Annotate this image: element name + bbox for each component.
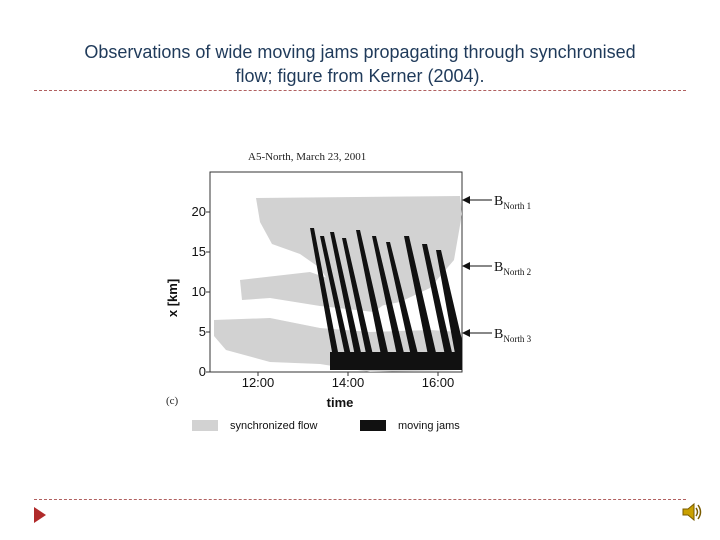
jam-streak [386,242,422,370]
jam-streak [436,250,462,370]
x-tick-label: 12:00 [242,375,275,390]
slide-title-line-2: flow; figure from Kerner (2004). [235,66,485,86]
jam-streak [372,236,408,370]
slide-title: Observations of wide moving jams propaga… [40,40,680,88]
jam-streak [330,232,364,366]
figure-legend: synchronized flow moving jams [192,420,460,432]
jam-streak [422,244,456,370]
bottleneck-main-label: B [494,260,503,275]
bottleneck-sub-label: North 1 [503,201,531,211]
jam-streak [356,230,392,370]
y-axis: x [km] 0 5 10 15 20 [165,204,210,379]
panel-label: (c) [166,395,179,407]
x-tick-label: 16:00 [422,375,455,390]
arrow-left-icon [462,196,470,204]
svg-text:BNorth 3: BNorth 3 [494,327,532,344]
moving-jam-streaks [310,228,462,370]
top-divider [34,90,686,91]
y-tick-label: 0 [199,364,206,379]
jam-streak [342,238,376,368]
y-tick-label: 5 [199,324,206,339]
bottleneck-markers: BNorth 1 BNorth 2 BNorth 3 [462,194,532,344]
jam-streak [310,228,338,352]
bottleneck-north-3: BNorth 3 [462,327,532,344]
arrow-left-icon [462,262,470,270]
legend-label-jams: moving jams [398,420,460,432]
x-axis: 12:00 14:00 16:00 time [242,372,455,410]
legend-swatch-synchronized [192,420,218,431]
bottleneck-main-label: B [494,194,503,209]
figure-panel-title: A5-North, March 23, 2001 [248,151,366,163]
bottleneck-north-2: BNorth 2 [462,260,531,277]
svg-text:BNorth 2: BNorth 2 [494,260,531,277]
speaker-icon[interactable] [680,500,704,524]
bottleneck-sub-label: North 2 [503,267,531,277]
bottleneck-north-1: BNorth 1 [462,194,531,211]
y-tick-label: 20 [192,204,206,219]
next-slide-arrow-icon[interactable] [34,507,46,523]
y-tick-label: 10 [192,284,206,299]
traffic-figure: A5-North, March 23, 2001 x [km] 0 5 10 1… [165,151,532,432]
sync-region-middle [240,272,390,312]
legend-swatch-jams [360,420,386,431]
y-axis-label: x [km] [165,279,180,317]
sync-region-upper [256,196,462,308]
x-tick-label: 14:00 [332,375,365,390]
bottleneck-sub-label: North 3 [503,334,531,344]
bottleneck-main-label: B [494,327,503,342]
x-axis-label: time [327,395,354,410]
svg-text:BNorth 1: BNorth 1 [494,194,531,211]
legend-label-synchronized: synchronized flow [230,420,317,432]
jam-streak [404,236,440,370]
arrow-left-icon [462,329,470,337]
jam-streak [320,236,352,360]
slide-title-line-1: Observations of wide moving jams propaga… [84,42,636,62]
jam-base-band [330,352,462,370]
bottom-divider [34,499,686,500]
y-tick-label: 15 [192,244,206,259]
